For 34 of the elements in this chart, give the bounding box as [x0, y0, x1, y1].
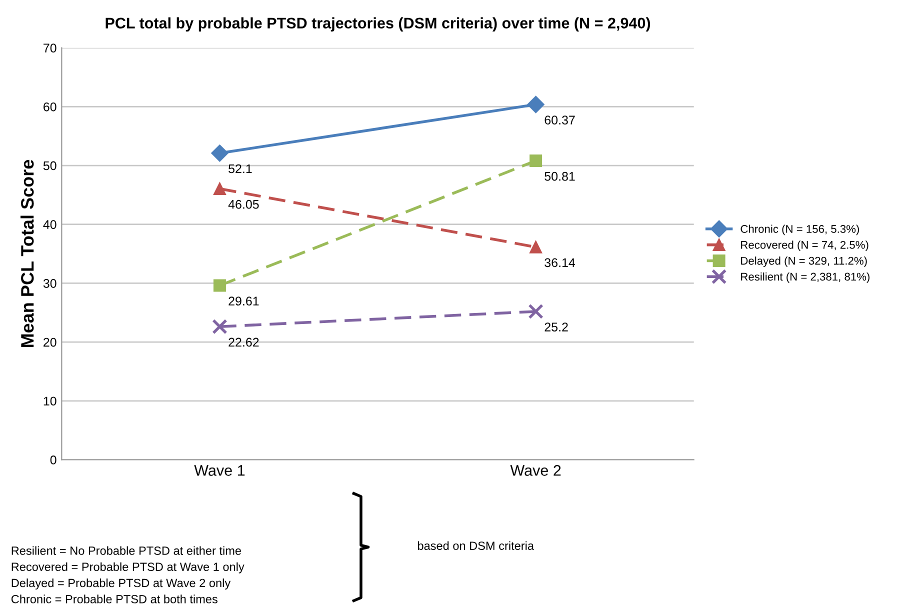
- data-label: 29.61: [228, 296, 259, 306]
- y-tick-label: 50: [43, 161, 56, 170]
- data-label: 25.2: [544, 322, 568, 332]
- data-label: 52.1: [228, 164, 252, 174]
- data-label: 50.81: [544, 172, 575, 181]
- y-tick-label: 60: [44, 102, 56, 112]
- y-tick-label: 20: [44, 338, 56, 347]
- legend-label: Recovered (N = 74, 2.5%): [741, 240, 868, 251]
- text: Resilient = No Probable PTSD at either time Recovered = Probable PTSD at Wave 1 only Delayed = Probable PTSD at Wave 2 only Chronic = Probable PTSD at both times: [11, 546, 244, 604]
- point: [213, 182, 226, 196]
- point: [527, 96, 544, 114]
- point: [213, 279, 226, 292]
- x-tick-label: Wave 2: [510, 465, 561, 476]
- point: [530, 240, 542, 254]
- y-tick-label: 70: [44, 44, 56, 52]
- legend-label: Chronic (N = 156, 5.3%): [740, 224, 859, 236]
- y-tick-label: 10: [44, 396, 56, 406]
- y-axis-title: Mean PCL Total Score: [20, 160, 34, 348]
- legend-label: Resilient (N = 2,381, 81%): [741, 272, 870, 283]
- y-tick-label: 0: [50, 456, 56, 464]
- y-tick-label: 40: [43, 220, 56, 230]
- point: [528, 304, 544, 320]
- data-label: 36.14: [544, 258, 576, 268]
- point: [212, 318, 228, 334]
- legend-label: Delayed (N = 329, 11.2%): [741, 256, 867, 267]
- point: [530, 154, 542, 167]
- chart-title: PCL total by probable PTSD trajectories (DSM criteria) over time (N = 2,940): [106, 17, 650, 32]
- x-tick-label: Wave 1: [194, 465, 245, 476]
- data-label: 60.37: [544, 116, 575, 125]
- data-label: 46.05: [228, 200, 259, 209]
- text: based on DSM criteria: [418, 541, 534, 550]
- point: [211, 144, 228, 162]
- y-tick-label: 30: [43, 279, 56, 288]
- data-label: 22.62: [228, 338, 259, 347]
